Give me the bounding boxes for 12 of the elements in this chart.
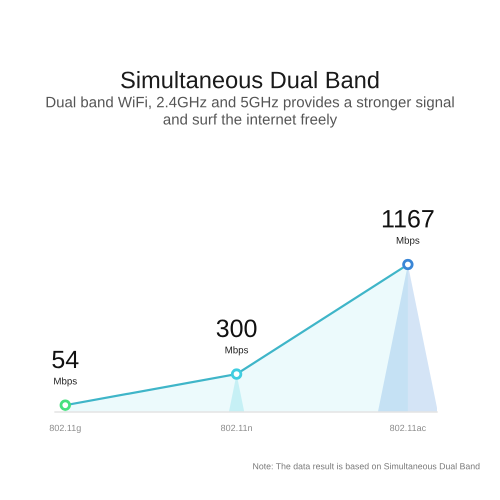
annotation: Mbps bbox=[54, 377, 77, 386]
x-tick-label: 802.11g bbox=[50, 424, 81, 433]
annotation: Mbps bbox=[396, 236, 420, 246]
x-tick-label: 802.11n bbox=[220, 424, 252, 432]
data-label: 54 bbox=[52, 350, 78, 368]
text: Note: The data result is based on Simultaneous Dual Band bbox=[253, 462, 480, 470]
chart-title: Simultaneous Dual Band bbox=[121, 70, 378, 88]
data-label: 1167 bbox=[382, 210, 434, 228]
annotation: Mbps bbox=[225, 346, 248, 356]
data-label: 300 bbox=[216, 319, 256, 338]
chart-subtitle: Dual band WiFi, 2.4GHz and 5GHz provides a stronger signal and surf the internet freely bbox=[46, 96, 454, 128]
x-tick-label: 802.11ac bbox=[390, 424, 426, 432]
